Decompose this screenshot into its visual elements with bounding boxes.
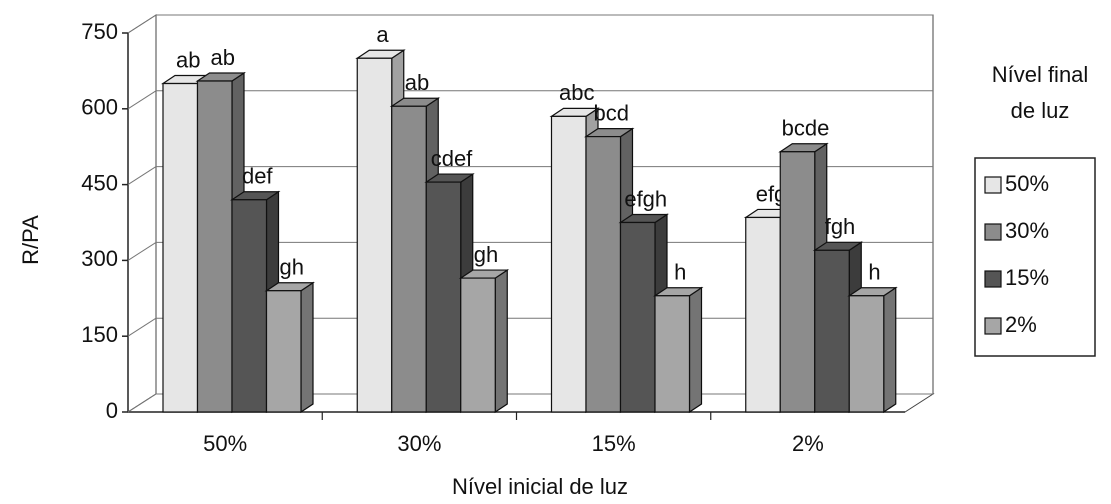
legend-title: de luz — [1011, 98, 1070, 123]
legend-label: 2% — [1005, 312, 1037, 337]
bar-annotation: abc — [559, 80, 594, 105]
grid-line — [127, 317, 157, 337]
x-tick-label: 30% — [397, 431, 441, 456]
legend-title: Nível final — [992, 62, 1089, 87]
bar — [391, 105, 427, 413]
grid-line — [127, 14, 157, 34]
y-tick-label: 0 — [106, 398, 118, 423]
bar — [619, 221, 656, 413]
legend-swatch — [984, 317, 1002, 335]
bar-side — [494, 268, 508, 414]
grid-line — [127, 90, 157, 110]
x-tick-label: 15% — [592, 431, 636, 456]
bar-side — [300, 281, 314, 414]
y-tick-label: 750 — [81, 19, 118, 44]
bar — [425, 181, 462, 413]
bar-annotation: efgh — [624, 186, 667, 211]
bar — [585, 135, 622, 413]
y-axis-label: R/PA — [18, 215, 43, 265]
bar-annotation: h — [674, 260, 686, 285]
bar-annotation: bcd — [594, 100, 629, 125]
legend-label: 50% — [1005, 171, 1049, 196]
bar — [745, 216, 781, 413]
bar-side — [883, 286, 897, 414]
x-tick-label: 50% — [203, 431, 247, 456]
bar-annotation: a — [376, 22, 389, 47]
bar — [848, 295, 885, 413]
bar-annotation: gh — [474, 242, 498, 267]
bar — [356, 57, 393, 413]
bar-annotation: def — [242, 164, 273, 189]
bar-annotation: fgh — [825, 214, 856, 239]
grid-line — [127, 393, 157, 413]
bar-side — [688, 286, 703, 414]
bar-annotation: ab — [211, 45, 235, 70]
bar — [460, 277, 496, 413]
x-tick-label: 2% — [792, 431, 824, 456]
legend-label: 15% — [1005, 265, 1049, 290]
bar — [550, 115, 587, 413]
y-tick-label: 600 — [81, 95, 118, 120]
bar-annotation: h — [868, 260, 880, 285]
y-tick-label: 300 — [81, 246, 118, 271]
bar — [196, 80, 233, 413]
bar-annotation: ab — [176, 47, 200, 72]
legend-swatch — [984, 270, 1002, 288]
bar-annotation: ab — [405, 70, 429, 95]
side-wall — [127, 14, 157, 413]
bar-annotation: cdef — [431, 146, 473, 171]
bar — [265, 290, 302, 413]
grid-line — [127, 241, 157, 261]
bar-annotation: bcde — [782, 116, 830, 141]
y-tick-label: 150 — [81, 322, 118, 347]
legend-swatch — [984, 176, 1002, 194]
bar — [779, 151, 816, 413]
bar — [814, 249, 850, 413]
legend-label: 30% — [1005, 218, 1049, 243]
x-axis-label: Nível inicial de luz — [452, 474, 628, 499]
legend-swatch — [984, 223, 1002, 241]
y-tick-label: 450 — [81, 170, 118, 195]
bar-annotation: gh — [280, 255, 304, 280]
bar — [654, 295, 691, 413]
bar — [231, 199, 268, 413]
grid-line — [127, 166, 157, 186]
bar — [162, 82, 199, 413]
